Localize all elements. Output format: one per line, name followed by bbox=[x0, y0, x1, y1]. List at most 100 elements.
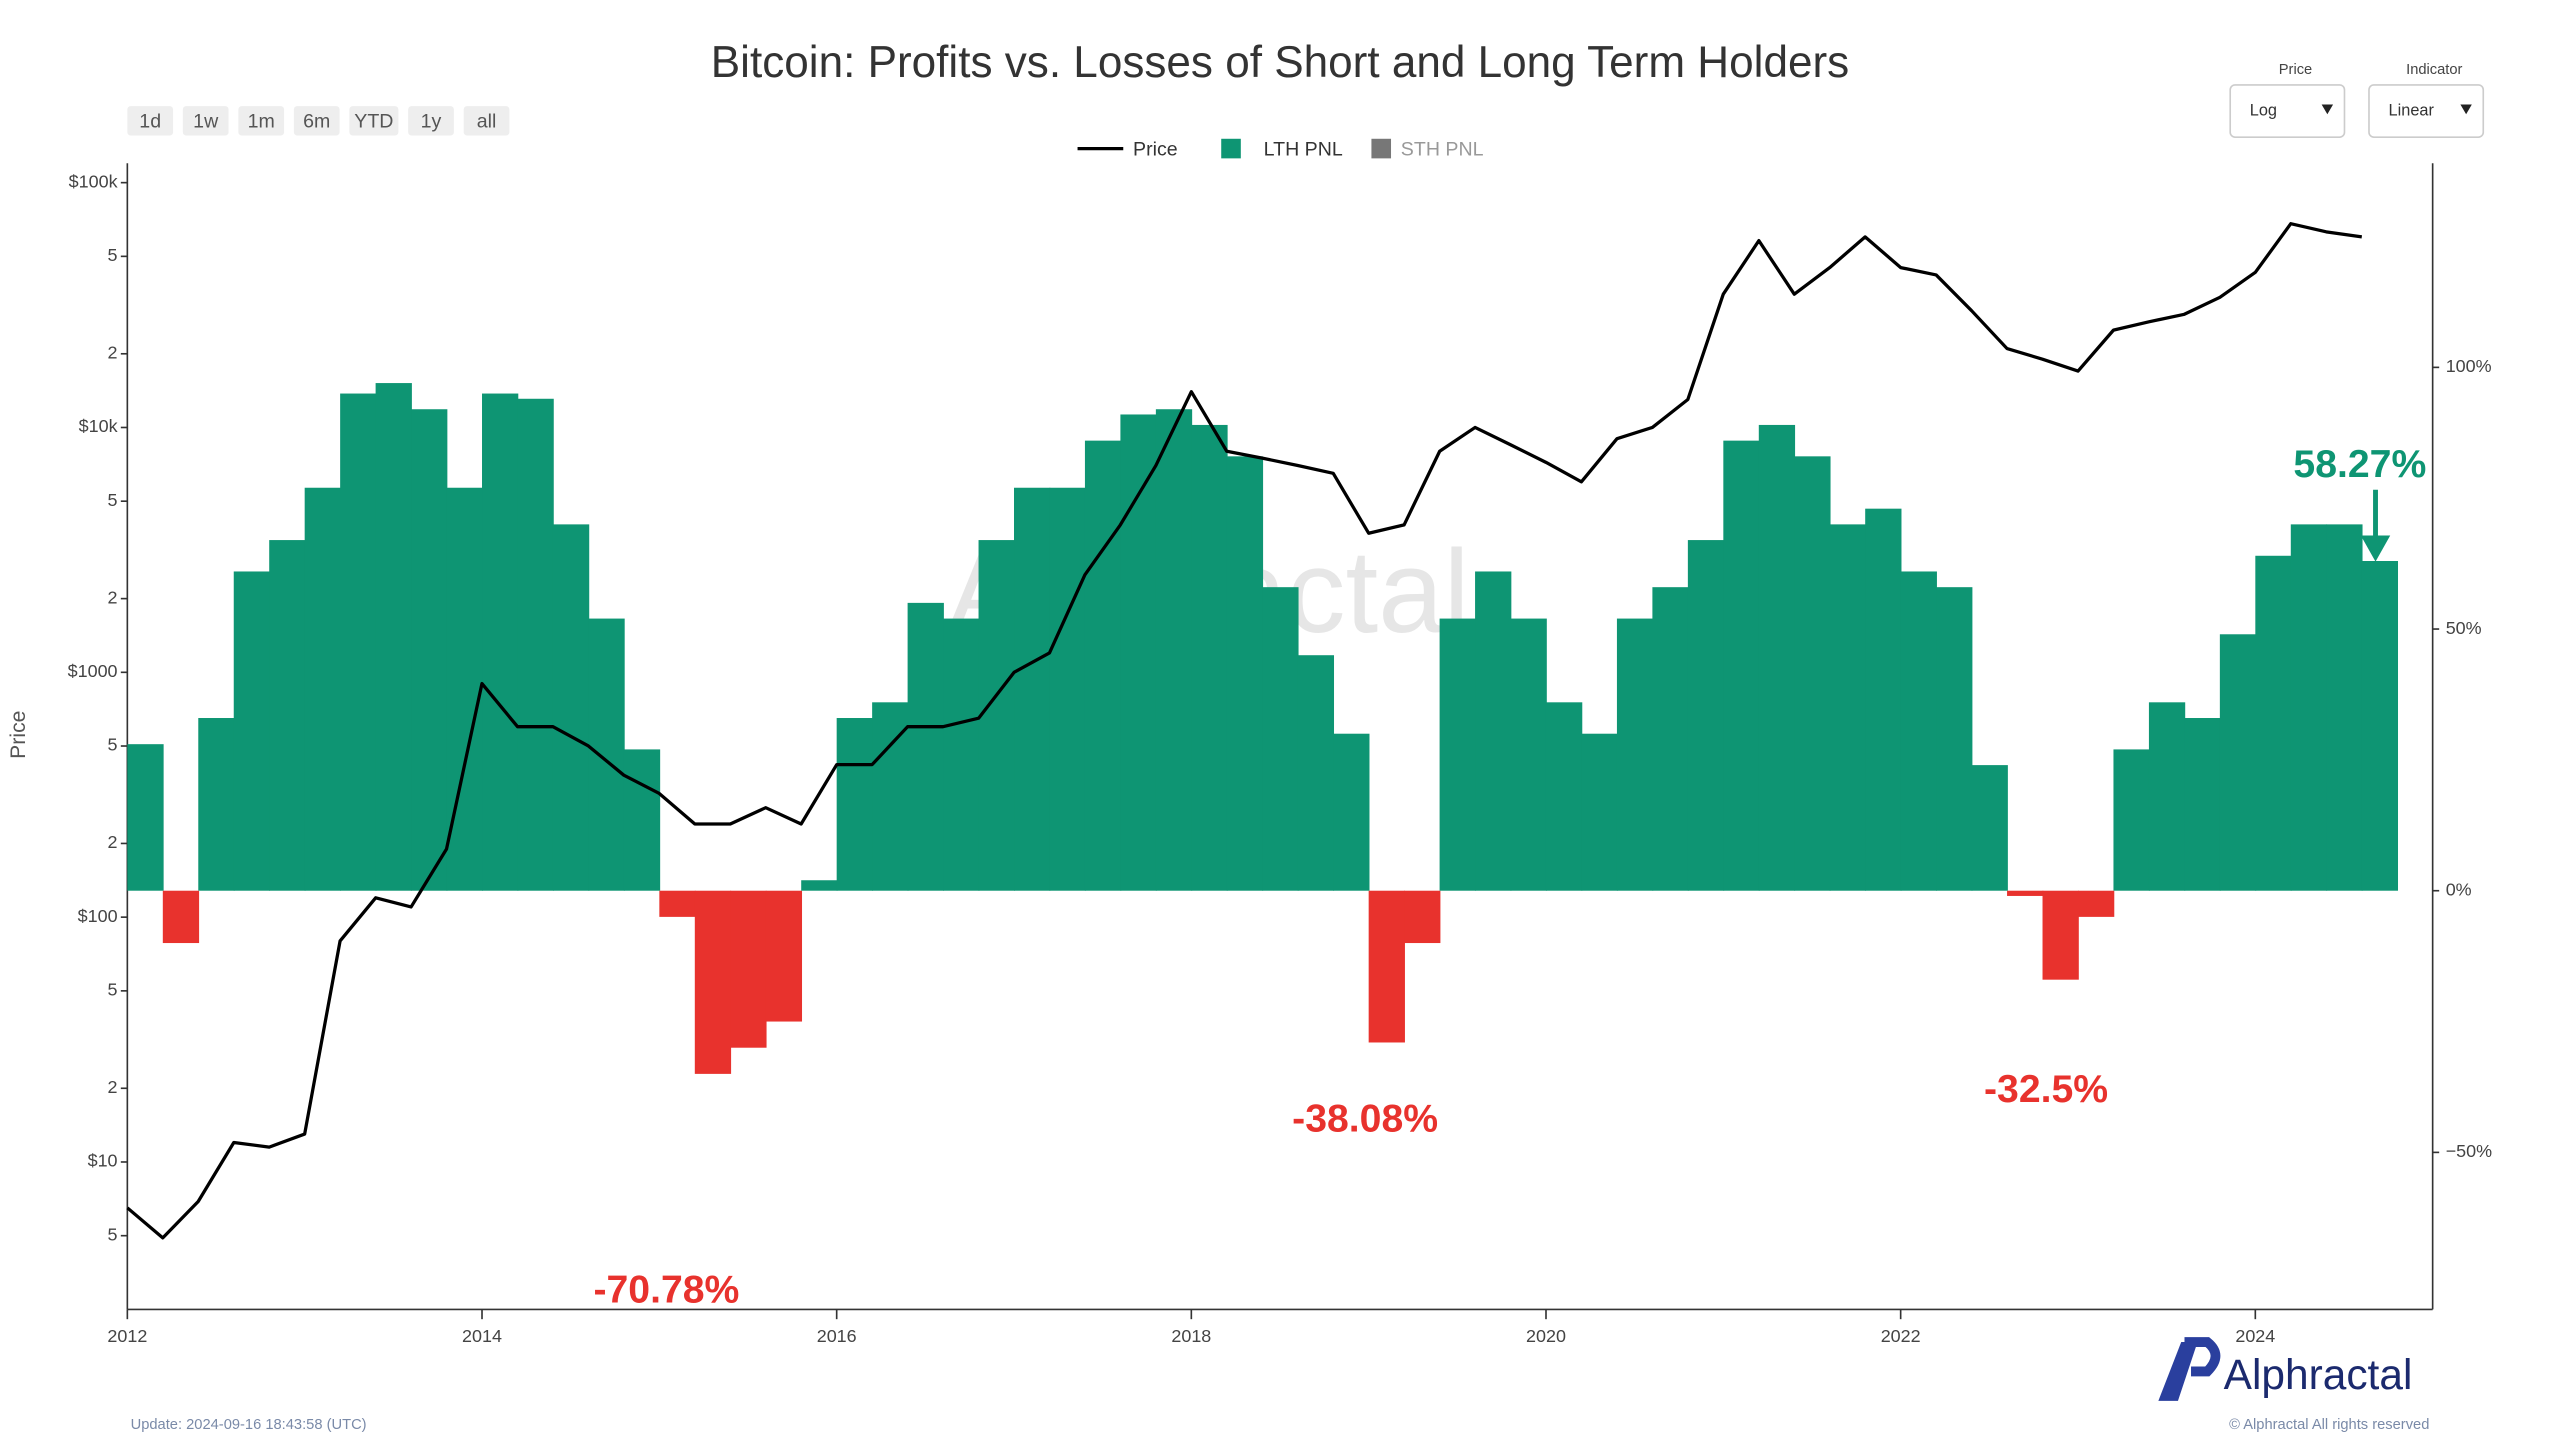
pnl-bar bbox=[162, 890, 200, 944]
pnl-bar bbox=[482, 393, 519, 891]
pnl-bar bbox=[2184, 718, 2221, 891]
pnl-bar bbox=[1865, 508, 1902, 891]
y-axis-label: Price bbox=[7, 711, 30, 759]
legend-swatch bbox=[1221, 138, 1241, 159]
y2-tick-label: 0% bbox=[2446, 879, 2472, 899]
annotation: -70.78% bbox=[593, 1268, 739, 1311]
dropdown-value: Log bbox=[2250, 101, 2277, 119]
legend-label: STH PNL bbox=[1401, 138, 1484, 160]
y-tick-label: 5 bbox=[108, 245, 118, 265]
annotation: 58.27% bbox=[2293, 443, 2426, 486]
x-tick-label: 2018 bbox=[1171, 1326, 1211, 1346]
annotation: -38.08% bbox=[1292, 1097, 1438, 1140]
pnl-bar bbox=[1616, 618, 1654, 891]
range-button[interactable]: 1w bbox=[182, 106, 229, 136]
pnl-bar bbox=[411, 409, 448, 891]
range-button[interactable]: 1y bbox=[408, 106, 454, 136]
dropdown-label: Indicator bbox=[2406, 62, 2462, 78]
pnl-bar bbox=[2361, 561, 2399, 891]
pnl-bar bbox=[2290, 524, 2328, 891]
pnl-bar bbox=[233, 571, 271, 891]
pnl-bar bbox=[1475, 571, 1512, 891]
x-tick-label: 2012 bbox=[107, 1326, 147, 1346]
pnl-bar bbox=[552, 524, 590, 891]
dropdown-box bbox=[2229, 84, 2346, 138]
range-button[interactable]: 6m bbox=[293, 106, 340, 136]
pnl-bar bbox=[340, 393, 377, 891]
pnl-bar bbox=[1936, 587, 1973, 891]
x-tick-label: 2016 bbox=[817, 1326, 857, 1346]
legend-swatch bbox=[1371, 138, 1392, 159]
pnl-bar bbox=[1226, 456, 1264, 891]
x-tick-label: 2022 bbox=[1881, 1326, 1921, 1346]
y-tick-label: 5 bbox=[108, 980, 118, 1000]
pnl-bar bbox=[1404, 890, 1441, 944]
pnl-bar bbox=[1510, 618, 1547, 891]
button-label: YTD bbox=[354, 111, 393, 133]
pnl-bar bbox=[588, 618, 625, 891]
pnl-bar bbox=[730, 890, 767, 1048]
range-button[interactable]: YTD bbox=[349, 106, 399, 136]
x-tick-label: 2020 bbox=[1526, 1326, 1566, 1346]
pnl-bar bbox=[943, 618, 980, 891]
legend-label: LTH PNL bbox=[1264, 138, 1343, 160]
chart-title: Bitcoin: Profits vs. Losses of Short and… bbox=[711, 38, 1849, 87]
range-button[interactable]: 1d bbox=[127, 106, 174, 136]
pnl-bar bbox=[1687, 540, 1725, 891]
pnl-bar bbox=[2042, 890, 2079, 980]
pnl-bar bbox=[978, 540, 1015, 891]
button-bg bbox=[182, 106, 229, 136]
y-tick-label: 2 bbox=[108, 587, 118, 607]
pnl-bar bbox=[1900, 571, 1937, 891]
pnl-bar bbox=[269, 540, 306, 891]
button-label: 1d bbox=[139, 111, 161, 133]
button-label: 1y bbox=[421, 111, 442, 133]
pnl-bar bbox=[127, 744, 164, 891]
y-tick-label: $100k bbox=[69, 171, 118, 191]
annotation: -32.5% bbox=[1984, 1068, 2108, 1111]
y-tick-label: 5 bbox=[108, 490, 118, 510]
pnl-bar bbox=[198, 718, 235, 891]
dropdown[interactable]: Linear bbox=[2368, 84, 2485, 138]
dropdown[interactable]: Log bbox=[2229, 84, 2346, 138]
pnl-bar bbox=[1758, 424, 1796, 891]
annotation-arrowhead bbox=[2360, 535, 2391, 562]
brand-name: Alphractal bbox=[2224, 1351, 2413, 1398]
pnl-bar bbox=[1829, 524, 1867, 891]
pnl-bar bbox=[375, 383, 412, 891]
dropdown-box bbox=[2368, 84, 2485, 138]
dropdown-caret bbox=[2460, 104, 2472, 115]
y-tick-label: 5 bbox=[108, 1224, 118, 1244]
x-tick-label: 2014 bbox=[462, 1326, 502, 1346]
dropdown-value: Linear bbox=[2389, 101, 2435, 119]
button-label: all bbox=[477, 111, 497, 133]
dropdown-caret bbox=[2321, 104, 2334, 115]
y2-tick-label: 50% bbox=[2446, 618, 2482, 638]
pnl-bar bbox=[2007, 890, 2044, 896]
pnl-bar bbox=[1155, 409, 1193, 891]
range-button[interactable]: all bbox=[463, 106, 510, 136]
pnl-bar bbox=[623, 749, 661, 891]
pnl-bar bbox=[1723, 440, 1760, 891]
copyright: © Alphractal All rights reserved bbox=[2229, 1417, 2429, 1433]
pnl-bar bbox=[1120, 414, 1157, 891]
y-tick-label: 2 bbox=[108, 343, 118, 363]
button-bg bbox=[463, 106, 510, 136]
price-line bbox=[126, 222, 2363, 1240]
y-tick-label: $100 bbox=[78, 906, 118, 926]
pnl-bar bbox=[694, 890, 732, 1074]
button-bg bbox=[238, 106, 285, 136]
pnl-bar bbox=[1794, 456, 1831, 891]
pnl-bar bbox=[2219, 634, 2257, 891]
pnl-bar bbox=[1439, 618, 1476, 891]
button-label: 1m bbox=[248, 111, 275, 133]
button-bg bbox=[293, 106, 340, 136]
y-tick-label: $10 bbox=[88, 1151, 118, 1171]
y-tick-label: $1000 bbox=[68, 661, 118, 681]
pnl-bar bbox=[517, 398, 554, 891]
range-button[interactable]: 1m bbox=[238, 106, 285, 136]
brand-logo: Alphractal bbox=[2158, 1337, 2413, 1401]
x-tick-label: 2024 bbox=[2235, 1326, 2275, 1346]
pnl-bar bbox=[1297, 655, 1335, 891]
pnl-bar bbox=[659, 890, 696, 917]
